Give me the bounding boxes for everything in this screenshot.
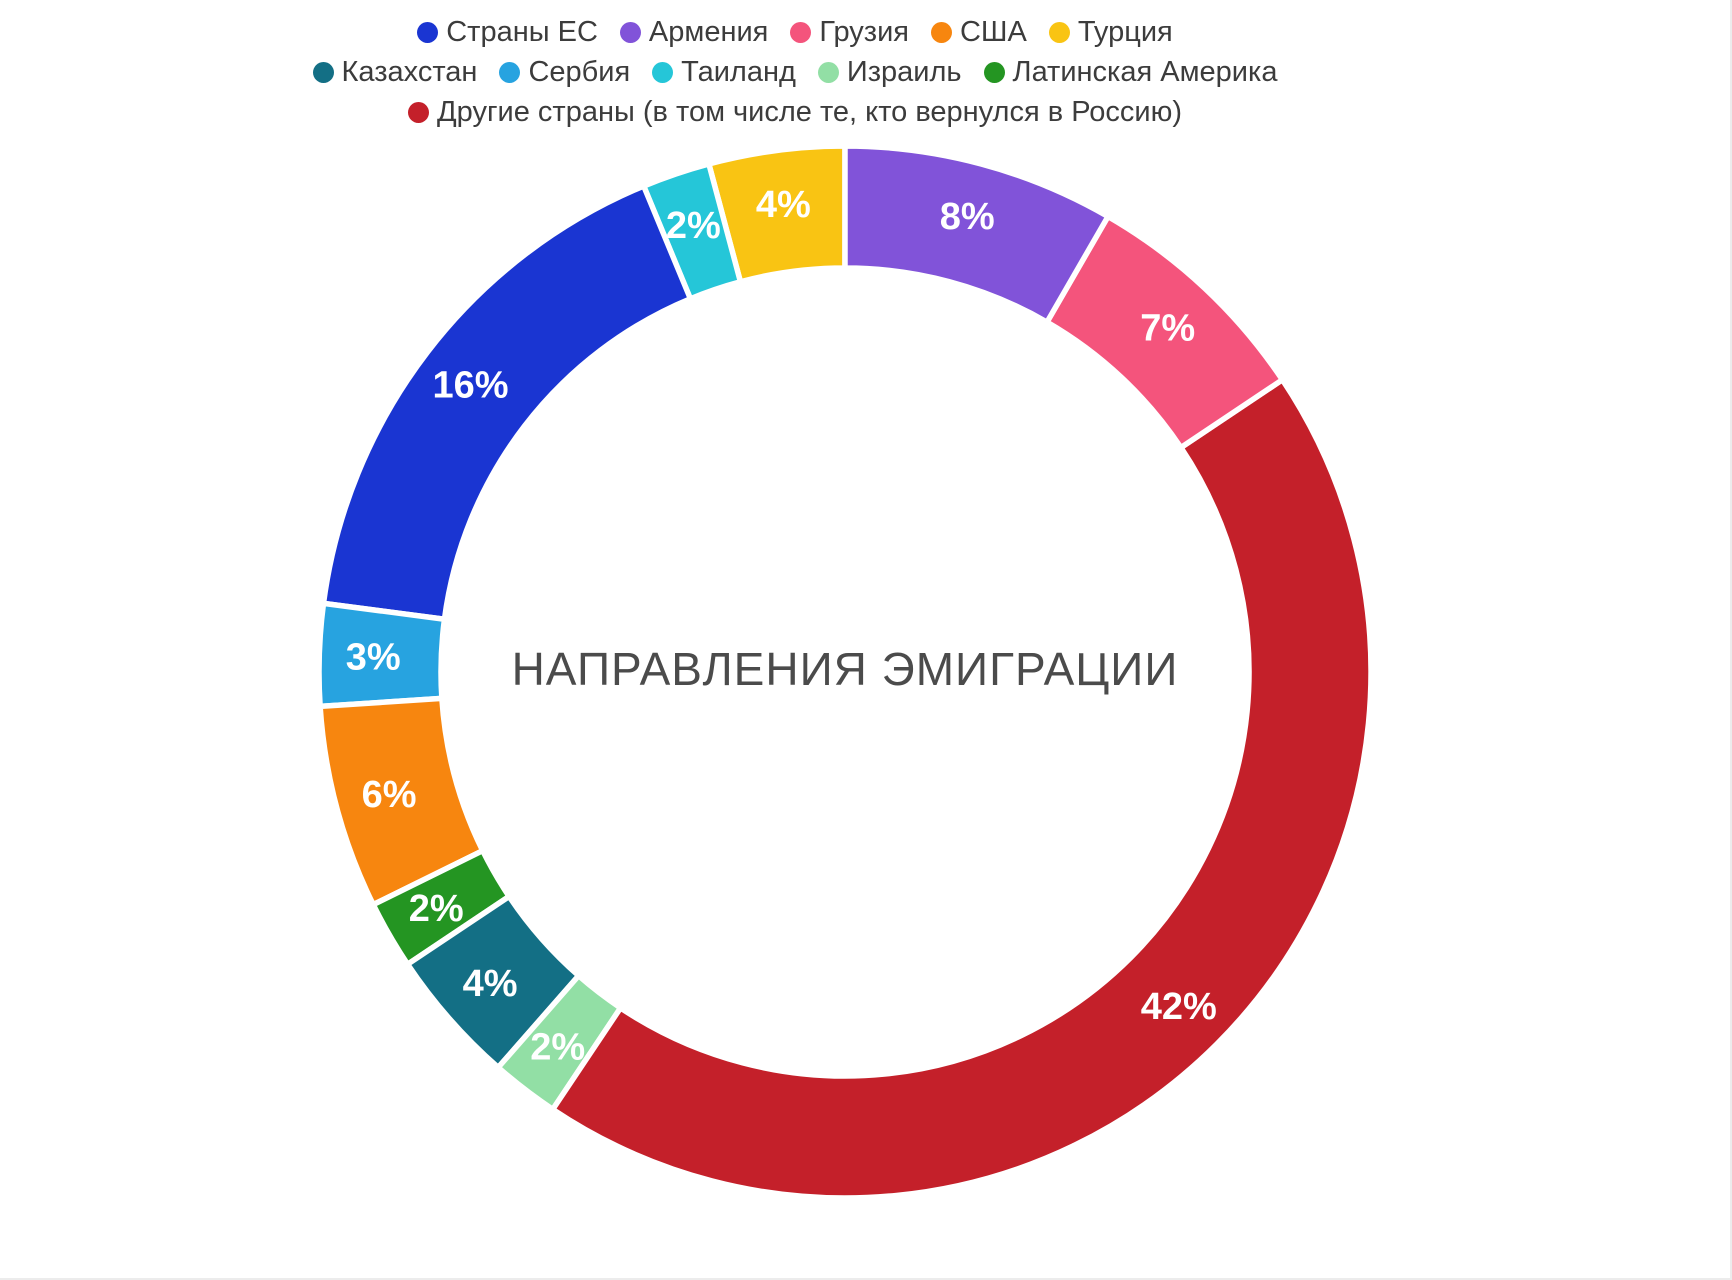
- legend-item-6[interactable]: Казахстан: [312, 55, 478, 89]
- legend-item-11[interactable]: Другие страны (в том числе те, кто верну…: [408, 96, 1182, 129]
- legend-item-label: Турция: [1077, 15, 1173, 48]
- chart-legend: Страны ЕС Армения Грузия США Турция Казахстан…: [0, 12, 1590, 132]
- legend-dot-icon: [499, 61, 521, 83]
- donut-slice-11[interactable]: [550, 377, 1374, 1201]
- donut-slice-1[interactable]: [320, 183, 694, 623]
- legend-dot-icon: [408, 101, 429, 123]
- slice-percent-label: 3%: [346, 637, 401, 679]
- legend-item-label: Латинская Америка: [1012, 55, 1278, 88]
- legend-item-label: Сербия: [528, 55, 631, 88]
- legend-item-label: Израиль: [846, 55, 962, 88]
- slice-percent-label: 7%: [1140, 308, 1195, 350]
- legend-item-9[interactable]: Израиль: [817, 55, 962, 89]
- legend-item-8[interactable]: Таиланд: [652, 56, 796, 89]
- legend-dot-icon: [652, 61, 674, 83]
- donut-slice-6[interactable]: [404, 893, 582, 1071]
- legend-row: Другие страны (в том числе те, кто верну…: [0, 92, 1590, 132]
- legend-dot-icon: [619, 21, 641, 43]
- legend-dot-icon: [790, 21, 812, 43]
- legend-item-label: Армения: [648, 15, 769, 48]
- slice-percent-label: 16%: [433, 365, 509, 407]
- donut-slice-8[interactable]: [640, 161, 744, 302]
- slice-percent-label: 4%: [756, 184, 811, 226]
- legend-dot-icon: [1048, 21, 1070, 43]
- legend-item-label: Другие страны (в том числе те, кто верну…: [437, 95, 1182, 128]
- legend-item-4[interactable]: США: [930, 15, 1027, 49]
- donut-slice-4[interactable]: [317, 695, 486, 908]
- legend-item-2[interactable]: Армения: [619, 15, 769, 49]
- slice-percent-label: 6%: [362, 774, 417, 816]
- slice-percent-label: 2%: [409, 888, 464, 930]
- legend-item-label: Казахстан: [341, 55, 478, 88]
- donut-slice-3[interactable]: [1044, 213, 1286, 451]
- slice-percent-label: 2%: [530, 1026, 585, 1068]
- legend-item-label: Страны ЕС: [446, 15, 598, 48]
- slice-percent-label: 8%: [940, 196, 995, 238]
- legend-item-label: США: [959, 15, 1027, 48]
- legend-item-label: Таиланд: [681, 55, 796, 88]
- legend-dot-icon: [417, 21, 439, 43]
- donut-slice-9[interactable]: [495, 972, 624, 1113]
- legend-item-3[interactable]: Грузия: [790, 16, 909, 49]
- legend-item-5[interactable]: Турция: [1048, 15, 1173, 49]
- donut-slice-2[interactable]: [842, 143, 1111, 325]
- legend-item-7[interactable]: Сербия: [499, 56, 630, 89]
- donut-slice-7[interactable]: [316, 600, 448, 710]
- legend-row: Страны ЕС Армения Грузия США Турция: [0, 12, 1590, 52]
- legend-dot-icon: [817, 61, 839, 83]
- donut-slice-10[interactable]: [370, 847, 512, 967]
- slice-percent-label: 2%: [666, 205, 721, 247]
- legend-item-1[interactable]: Страны ЕС: [417, 16, 598, 49]
- legend-row: Казахстан Сербия Таиланд Израиль Латинская А…: [0, 52, 1590, 92]
- legend-item-label: Грузия: [819, 15, 909, 48]
- chart-center-title: НАПРАВЛЕНИЯ ЭМИГРАЦИИ: [512, 643, 1179, 695]
- legend-dot-icon: [930, 21, 952, 43]
- slice-percent-label: 4%: [463, 963, 518, 1005]
- legend-dot-icon: [312, 61, 334, 83]
- legend-dot-icon: [983, 61, 1005, 83]
- legend-item-10[interactable]: Латинская Америка: [983, 55, 1278, 89]
- slice-percent-label: 42%: [1141, 986, 1217, 1028]
